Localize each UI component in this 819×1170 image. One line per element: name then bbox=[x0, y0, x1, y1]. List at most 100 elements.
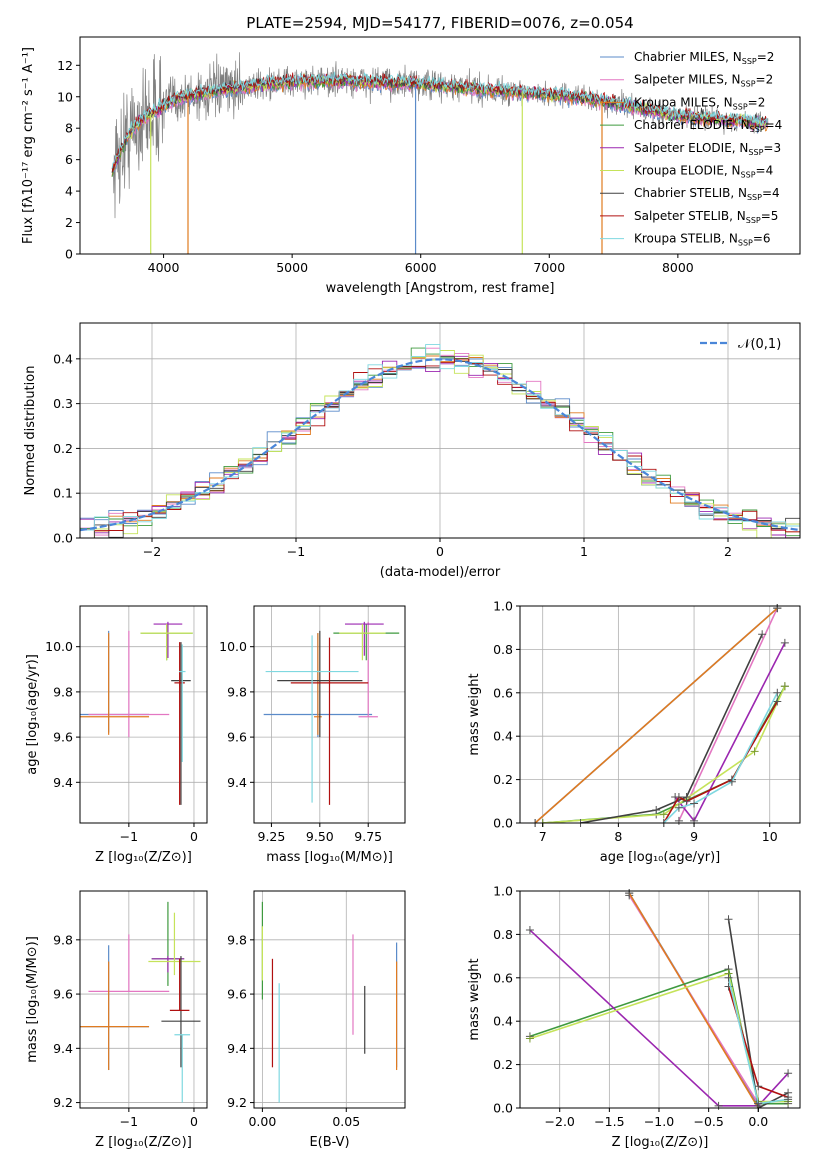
y-axis-label: mass weight bbox=[467, 958, 482, 1040]
weight-marker bbox=[724, 915, 733, 924]
y-tick-label: 12 bbox=[57, 58, 73, 73]
x-tick-label: 0.05 bbox=[332, 1114, 360, 1129]
legend-entry: Salpeter ELODIE, NSSP=3 bbox=[634, 141, 781, 157]
x-tick-label: −0.5 bbox=[693, 1114, 723, 1129]
weight-marker bbox=[724, 973, 733, 982]
y-tick-label: 0.1 bbox=[53, 486, 73, 501]
cross-panel-2: −1 0 9.4 9.6 9.8 10.0 Z [log₁₀(Z/Z⊙)] age [log₁… bbox=[25, 605, 208, 865]
y-tick-label: 9.4 bbox=[227, 775, 247, 790]
weight-line-4 bbox=[529, 929, 789, 1107]
y-tick-label: 10.0 bbox=[219, 639, 247, 654]
legend-entry: Kroupa ELODIE, NSSP=4 bbox=[634, 164, 773, 180]
x-tick-label: −1 bbox=[287, 544, 305, 559]
y-tick-label: 0.6 bbox=[493, 970, 513, 985]
weight-marker bbox=[690, 799, 699, 808]
cross-panel-6: 0.00 0.05 9.2 9.4 9.6 9.8 E(B-V) bbox=[227, 890, 406, 1150]
weight-marker bbox=[674, 816, 683, 825]
x-tick-label: 9 bbox=[690, 829, 698, 844]
axes-frame bbox=[79, 36, 801, 255]
spectrum-panel: 4000 5000 6000 7000 8000 0 2 4 6 8 10 12 wavelength … bbox=[21, 14, 801, 296]
weight-marker bbox=[754, 1082, 763, 1091]
weight-line-6 bbox=[727, 919, 789, 1108]
x-tick-label: 0 bbox=[436, 544, 444, 559]
y-tick-label: 10 bbox=[57, 89, 73, 104]
x-tick-label: 5000 bbox=[276, 260, 308, 275]
weight-marker bbox=[758, 630, 767, 639]
weight-marker bbox=[674, 792, 683, 801]
y-tick-label: 9.6 bbox=[227, 987, 247, 1002]
x-tick-label: 2 bbox=[724, 544, 732, 559]
x-tick-label: 0.0 bbox=[748, 1114, 768, 1129]
x-tick-label: 9.50 bbox=[306, 829, 334, 844]
y-tick-label: 9.2 bbox=[53, 1095, 73, 1110]
cross-panel-3: 9.25 9.50 9.75 9.4 9.6 9.8 10.0 mass [log₁₀(M/M… bbox=[219, 605, 406, 865]
y-tick-label: 0.0 bbox=[53, 531, 73, 546]
y-tick-label: 0.2 bbox=[493, 1057, 513, 1072]
x-tick-label: 0 bbox=[190, 1114, 198, 1129]
x-tick-label: 0 bbox=[190, 829, 198, 844]
x-tick-label: 9.25 bbox=[258, 829, 286, 844]
x-tick-label: 6000 bbox=[405, 260, 437, 275]
x-tick-label: −1 bbox=[120, 829, 138, 844]
weight-marker bbox=[780, 682, 789, 691]
weight-marker bbox=[652, 805, 661, 814]
axes-frame bbox=[253, 605, 406, 824]
weight-line-1 bbox=[678, 607, 779, 822]
weight-line-5 bbox=[542, 685, 786, 823]
legend-entry: Salpeter STELIB, NSSP=5 bbox=[634, 209, 778, 225]
weight-marker bbox=[773, 688, 782, 697]
y-tick-label: 0 bbox=[65, 247, 73, 262]
y-axis-label: Normed distribution bbox=[23, 366, 38, 496]
y-tick-label: 9.4 bbox=[53, 775, 73, 790]
chart-title: PLATE=2594, MJD=54177, FIBERID=0076, z=0… bbox=[246, 14, 633, 32]
y-tick-label: 9.4 bbox=[227, 1041, 247, 1056]
x-tick-label: −1.0 bbox=[644, 1114, 674, 1129]
y-tick-label: 1.0 bbox=[493, 599, 513, 614]
x-tick-label: 1 bbox=[580, 544, 588, 559]
x-axis-label: Z [log₁₀(Z/Z⊙)] bbox=[95, 850, 192, 865]
y-tick-label: 0.4 bbox=[493, 729, 513, 744]
residual-histogram-8 bbox=[80, 344, 800, 537]
weight-marker bbox=[659, 810, 668, 819]
weight-marker bbox=[625, 889, 634, 898]
x-axis-label: wavelength [Angstrom, rest frame] bbox=[326, 281, 555, 296]
y-tick-label: 9.2 bbox=[227, 1095, 247, 1110]
y-tick-label: 0.8 bbox=[493, 642, 513, 657]
model-spectrum-8 bbox=[111, 71, 769, 169]
weight-marker bbox=[682, 797, 691, 806]
x-axis-label: mass [log₁₀(M/M⊙)] bbox=[266, 850, 393, 865]
y-tick-label: 9.8 bbox=[53, 932, 73, 947]
weight-marker bbox=[525, 1034, 534, 1043]
weight-marker bbox=[780, 638, 789, 647]
y-tick-label: 0.2 bbox=[53, 441, 73, 456]
legend: Chabrier MILES, NSSP=2 Salpeter MILES, NS… bbox=[600, 50, 782, 248]
legend-entry: Kroupa STELIB, NSSP=6 bbox=[634, 232, 771, 248]
y-tick-label: 0.6 bbox=[493, 685, 513, 700]
y-tick-label: 0.4 bbox=[493, 1014, 513, 1029]
y-tick-label: 10.0 bbox=[45, 639, 73, 654]
weight-line-2 bbox=[628, 892, 759, 1108]
weight-marker bbox=[750, 747, 759, 756]
y-tick-label: 0.0 bbox=[493, 816, 513, 831]
weight-line-6 bbox=[580, 633, 763, 823]
y-tick-label: 0.2 bbox=[493, 772, 513, 787]
axes-frame bbox=[79, 605, 208, 824]
weight-panel-7: −2.0 −1.5 −1.0 −0.5 0.0 0.0 0.2 0.4 0.6 0.8 1.0 Z [… bbox=[467, 884, 801, 1150]
weight-marker bbox=[773, 697, 782, 706]
y-tick-label: 9.8 bbox=[227, 684, 247, 699]
legend-entry: Chabrier ELODIE, NSSP=4 bbox=[634, 118, 782, 134]
x-axis-label: Z [log₁₀(Z/Z⊙)] bbox=[612, 1135, 709, 1150]
x-tick-label: −1.5 bbox=[594, 1114, 624, 1129]
cross-panel-5: −1 0 9.2 9.4 9.6 9.8 Z [log₁₀(Z/Z⊙)] mass [log₁… bbox=[25, 890, 208, 1150]
y-tick-label: 6 bbox=[65, 152, 73, 167]
x-tick-label: −1 bbox=[120, 1114, 138, 1129]
y-axis-label: mass [log₁₀(M/M⊙)] bbox=[25, 936, 40, 1063]
legend-entry: Chabrier MILES, NSSP=2 bbox=[634, 50, 774, 66]
x-tick-label: 8 bbox=[614, 829, 622, 844]
x-tick-label: −2.0 bbox=[545, 1114, 575, 1129]
x-tick-label: 0.00 bbox=[248, 1114, 276, 1129]
axes-frame bbox=[79, 890, 208, 1109]
y-axis-label: Flux [fλ10⁻¹⁷ erg cm⁻² s⁻¹ A⁻¹] bbox=[21, 47, 36, 244]
x-tick-label: 7 bbox=[539, 829, 547, 844]
